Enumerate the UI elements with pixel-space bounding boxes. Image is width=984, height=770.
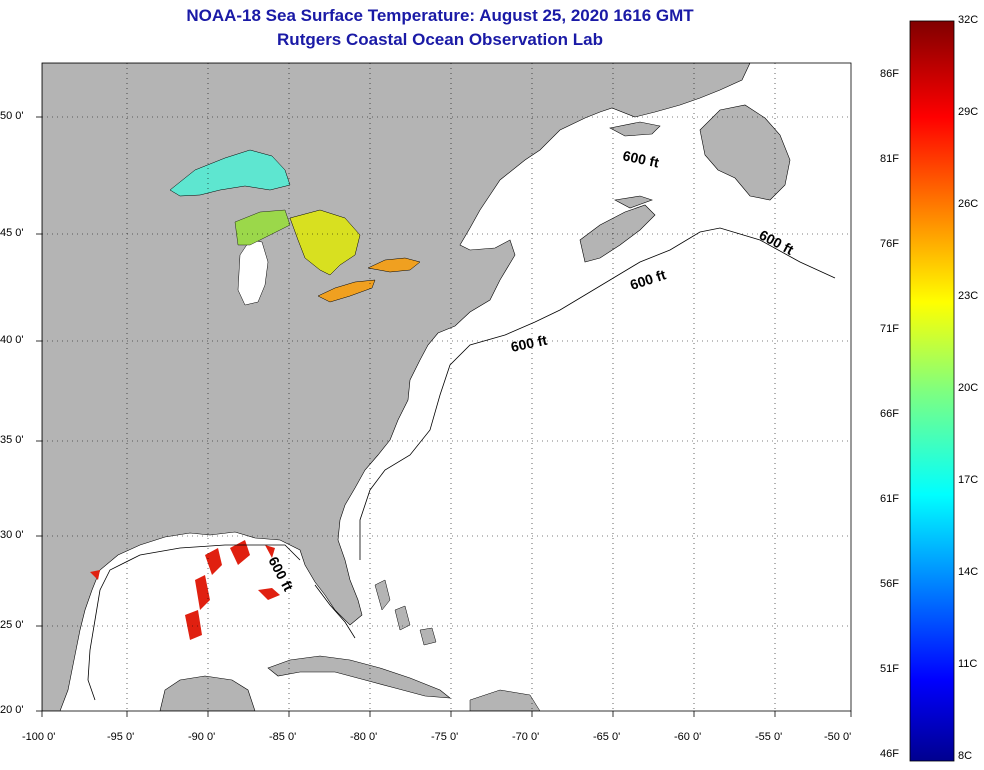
land-cuba	[267, 655, 451, 699]
lon-label: -50 0'	[824, 731, 852, 743]
map-subtitle: Rutgers Coastal Ocean Observation Lab	[277, 30, 603, 49]
colorbar-label-f: 76F	[880, 238, 899, 250]
lon-label: -60 0'	[674, 731, 702, 743]
colorbar-label-c: 8C	[958, 750, 973, 762]
land-north-america	[42, 63, 751, 711]
map-title: NOAA-18 Sea Surface Temperature: August …	[186, 6, 694, 25]
gulf-sst-patches	[90, 540, 280, 640]
colorbar-label-f: 46F	[880, 748, 899, 760]
graticule	[42, 63, 851, 711]
depth-contour-gom-shelf	[314, 584, 356, 639]
lon-label: -85 0'	[269, 731, 297, 743]
colorbar-label-f: 86F	[880, 68, 899, 80]
map-frame	[41, 62, 852, 712]
lat-label: 30 0'	[0, 529, 24, 541]
land-bahamas	[374, 579, 437, 646]
lon-label: -95 0'	[107, 731, 135, 743]
lon-label: -100 0'	[22, 731, 56, 743]
lake-north-channel	[234, 209, 291, 246]
lake-ontario	[367, 257, 421, 273]
colorbar-label-c: 26C	[958, 198, 979, 210]
lon-label: -75 0'	[431, 731, 459, 743]
tick-marks	[36, 116, 852, 717]
colorbar-label-c: 20C	[958, 382, 979, 394]
lon-label: -65 0'	[593, 731, 621, 743]
colorbar-label-c: 17C	[958, 474, 979, 486]
colorbar-label-f: 51F	[880, 663, 899, 675]
land-newfoundland	[699, 104, 791, 201]
colorbar-label-f: 66F	[880, 408, 899, 420]
colorbar-label-f: 56F	[880, 578, 899, 590]
colorbar-label-c: 23C	[958, 290, 979, 302]
lon-label: -70 0'	[512, 731, 540, 743]
land-hispaniola	[469, 689, 541, 711]
depth-label: 600 ft	[621, 147, 660, 170]
lake-superior	[169, 149, 291, 197]
lon-label: -80 0'	[350, 731, 378, 743]
colorbar-label-f: 71F	[880, 323, 899, 335]
lat-label: 35 0'	[0, 434, 24, 446]
land-yucatan	[159, 675, 256, 711]
lake-erie	[317, 279, 376, 303]
colorbar	[909, 20, 955, 762]
colorbar-label-f: 61F	[880, 493, 899, 505]
lat-label: 20 0'	[0, 704, 24, 716]
colorbar-label-c: 14C	[958, 566, 979, 578]
lon-label: -55 0'	[755, 731, 783, 743]
lon-label: -90 0'	[188, 731, 216, 743]
colorbar-label-c: 32C	[958, 14, 979, 26]
depth-contour-600ft	[87, 227, 836, 701]
lake-huron	[289, 209, 361, 276]
land-anticosti	[609, 121, 661, 137]
land-nova-scotia	[579, 204, 656, 263]
lat-label: 50 0'	[0, 110, 24, 122]
land-pei	[614, 195, 653, 209]
lat-label: 25 0'	[0, 619, 24, 631]
colorbar-label-c: 29C	[958, 106, 979, 118]
lat-label: 40 0'	[0, 334, 24, 346]
colorbar-label-c: 11C	[958, 658, 978, 670]
colorbar-label-f: 81F	[880, 153, 899, 165]
lat-label: 45 0'	[0, 227, 24, 239]
depth-label: 600 ft	[509, 332, 548, 355]
